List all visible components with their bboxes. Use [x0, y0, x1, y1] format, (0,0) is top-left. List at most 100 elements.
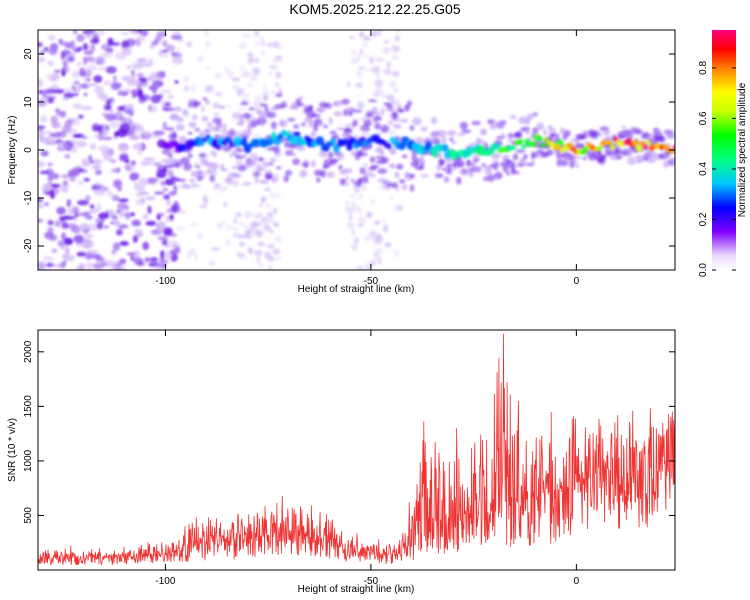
spectrogram-blob	[64, 44, 74, 49]
spectrogram-blob	[386, 94, 395, 102]
spectrogram-blob	[61, 174, 71, 179]
spectrogram-blob	[105, 66, 117, 74]
spectrogram-blob	[137, 34, 146, 42]
spectrogram-blob	[571, 160, 578, 165]
spectrogram-blob	[395, 56, 400, 60]
spectrogram-blob	[300, 139, 307, 146]
spectrogram-blob	[480, 131, 487, 136]
spectrogram-blob	[91, 165, 102, 169]
spectrogram-blob	[182, 183, 189, 189]
spectrogram-blob	[356, 69, 363, 78]
spectrogram-blob	[76, 252, 87, 256]
spectrogram-blob	[191, 183, 199, 187]
spectrogram-blob	[128, 30, 136, 33]
spectrogram-blob	[431, 116, 438, 125]
spectrogram-blob	[135, 198, 146, 206]
spectrogram-blob	[204, 30, 209, 37]
spectrogram-blob	[258, 157, 265, 162]
spectrogram-blob	[331, 158, 340, 163]
spectrogram-blob	[111, 195, 120, 202]
spectrogram-blob	[188, 121, 197, 129]
spectrogram-blob	[86, 65, 98, 71]
spectrogram-blob	[373, 80, 383, 86]
spectrogram-blob	[124, 211, 131, 220]
spectrogram-blob	[556, 158, 564, 167]
spectrogram-blob	[162, 54, 169, 58]
spectrogram-blob	[139, 94, 151, 101]
spectrogram-blob	[212, 102, 221, 109]
spectrogram-blob	[41, 89, 47, 98]
spectrogram-blob	[92, 33, 100, 43]
spectrogram-blob	[472, 154, 480, 162]
spectrogram-blob	[83, 233, 94, 239]
spectrogram-blob	[394, 172, 400, 179]
spectrogram-blob	[100, 52, 113, 58]
spectrogram-blob	[231, 165, 238, 170]
spectrogram-blob	[203, 198, 209, 205]
spectrogram-blob	[358, 216, 366, 224]
spectrogram-blob	[131, 172, 140, 181]
spectrogram-blob	[404, 105, 410, 112]
spectrogram-blob	[114, 131, 119, 138]
spectrogram-blob	[351, 49, 357, 56]
spectrogram-blob	[389, 80, 397, 89]
spectrogram-blob	[193, 101, 202, 106]
spectrogram-blob	[371, 66, 380, 74]
spectrogram-blob	[233, 232, 238, 238]
spectrogram-blob	[247, 107, 256, 111]
spectrogram-blob	[380, 150, 385, 156]
spectrogram-blob	[54, 69, 61, 74]
spectrogram-blob	[363, 163, 368, 168]
spectrogram-blob	[394, 35, 401, 42]
spectrogram-blob	[149, 177, 160, 182]
spectrogram-blob	[444, 176, 449, 184]
spectrogram-blob	[375, 111, 380, 118]
spectrogram-blob	[359, 183, 367, 192]
spectrogram-blob	[111, 168, 120, 173]
spectrogram-blob	[225, 225, 233, 229]
spectrogram-blob	[308, 104, 314, 111]
spectrogram-blob	[201, 105, 205, 113]
spectrogram-blob	[386, 61, 391, 70]
spectrogram-blob	[462, 168, 471, 175]
spectrogram-blob	[254, 175, 259, 184]
spectrogram-blob	[235, 160, 244, 166]
spectrogram-blob	[208, 260, 215, 268]
spectrogram-blob	[274, 173, 279, 180]
spectrogram-blob	[364, 127, 371, 132]
spectrogram-blob	[632, 140, 639, 146]
spectrogram-blob	[72, 103, 84, 110]
spectrogram-blob	[47, 34, 56, 41]
spectrogram-blob	[382, 218, 386, 224]
spectrogram-blob	[293, 124, 299, 129]
spectrogram-blob	[253, 58, 260, 63]
spectrogram-blob	[456, 176, 462, 185]
spectrogram-blob	[372, 88, 381, 93]
spectrogram-blob	[260, 117, 268, 124]
spectrogram-blob	[458, 159, 465, 168]
spectrogram-blob	[350, 177, 356, 184]
spectrogram-blob	[351, 229, 356, 236]
spectrogram-blob	[216, 221, 223, 230]
spectrogram-blob	[162, 121, 168, 130]
spectrogram-blob	[63, 88, 72, 93]
spectrogram-blob	[95, 256, 105, 262]
spectrogram-blob	[446, 130, 457, 137]
spectrogram-blob	[340, 179, 346, 186]
spectrogram-blob	[242, 33, 252, 38]
spectrogram-blob	[161, 40, 168, 47]
spectrogram-blob	[89, 143, 97, 150]
spectrogram-blob	[364, 235, 370, 242]
spectrogram-blob	[530, 141, 537, 147]
spectrogram-blob	[54, 220, 61, 228]
spectrogram-blob	[358, 193, 363, 199]
spectrogram-blob	[359, 32, 364, 38]
spectrogram-blob	[243, 224, 250, 229]
spectrogram-blob	[149, 43, 155, 50]
spectrogram-blob	[161, 148, 171, 155]
spectrogram-blob	[71, 84, 77, 92]
spectrogram-blob	[174, 30, 180, 36]
spectrogram-blob	[276, 166, 282, 170]
spectrogram-blob	[401, 154, 408, 159]
spectrogram-blob	[368, 99, 377, 103]
